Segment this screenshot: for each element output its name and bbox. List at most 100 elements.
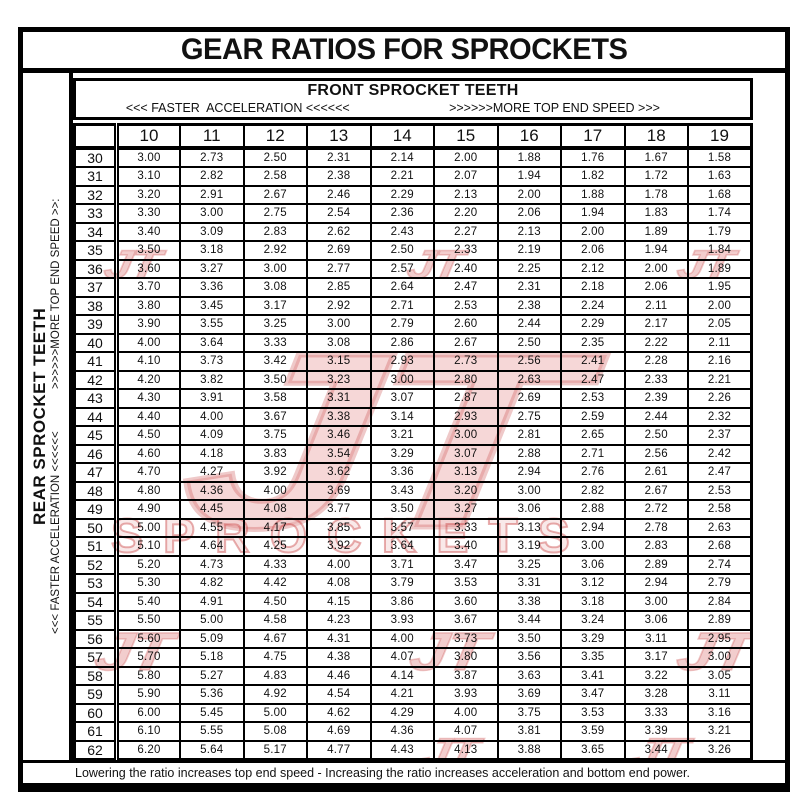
ratio-cell: 3.62 [306,462,372,483]
ratio-row: 34 3.40 3.09 2.83 2.62 2.43 2.27 2.13 2.00 1.89 1.… [73,221,753,242]
ratio-cell: 3.00 [369,369,435,390]
ratio-cell: 2.47 [433,277,499,298]
ratio-cell: 5.00 [242,702,308,723]
rear-teeth-row-header: 30 [73,147,119,168]
rear-teeth-row-header: 57 [73,647,119,668]
ratio-cell: 3.39 [623,721,689,742]
ratio-cell: 3.13 [433,462,499,483]
ratio-cell: 4.14 [369,665,435,686]
ratio-cell: 5.17 [242,739,308,760]
front-teeth-column-header: 16 [496,123,562,150]
ratio-cell: 4.36 [179,480,245,501]
ratio-cell: 2.22 [623,332,689,353]
ratio-cell: 4.90 [115,499,181,520]
front-more-top-speed-label: >>>>>>MORE TOP END SPEED >>> [449,101,660,115]
ratio-cell: 3.33 [623,702,689,723]
ratio-cell: 3.92 [306,536,372,557]
ratio-cell: 3.80 [433,647,499,668]
ratio-cell: 3.09 [179,221,245,242]
ratio-cell: 1.88 [560,184,626,205]
ratio-cell: 4.10 [115,351,181,372]
rear-faster-acceleration-label: <<< FASTER ACCELERATION <<<<<< [49,431,62,635]
ratio-cell: 3.64 [179,332,245,353]
ratio-cell: 5.18 [179,647,245,668]
ratio-cell: 2.06 [496,203,562,224]
ratio-cell: 2.26 [687,388,753,409]
ratio-cell: 3.50 [242,369,308,390]
corner-cell [73,123,119,150]
ratio-cell: 3.12 [560,573,626,594]
ratio-cell: 4.54 [306,684,372,705]
ratio-cell: 3.60 [115,258,181,279]
ratio-cell: 3.57 [369,517,435,538]
ratio-cell: 3.00 [306,314,372,335]
ratio-cell: 2.44 [496,314,562,335]
ratio-cell: 3.00 [560,536,626,557]
ratio-cell: 4.13 [433,739,499,760]
ratio-cell: 4.21 [369,684,435,705]
ratio-cell: 2.95 [687,628,753,649]
ratio-cell: 6.20 [115,739,181,760]
ratio-cell: 2.17 [623,314,689,335]
ratio-cell: 2.75 [496,406,562,427]
ratio-cell: 3.10 [115,166,181,187]
rear-teeth-row-header: 45 [73,425,119,446]
rear-teeth-row-header: 50 [73,517,119,538]
ratio-cell: 2.28 [623,351,689,372]
page-title: GEAR RATIOS FOR SPROCKETS [180,33,628,66]
rear-teeth-row-header: 62 [73,739,119,760]
ratio-cell: 4.40 [115,406,181,427]
rear-teeth-row-header: 39 [73,314,119,335]
ratio-cell: 3.56 [496,647,562,668]
ratio-cell: 2.47 [687,462,753,483]
ratio-cell: 2.86 [369,332,435,353]
column-header-row: 10 11 12 13 14 15 16 17 18 19 [73,123,753,150]
ratio-cell: 2.38 [306,166,372,187]
front-teeth-column-header: 14 [369,123,435,150]
ratio-cell: 2.62 [306,221,372,242]
ratio-cell: 3.58 [242,388,308,409]
ratio-cell: 2.33 [433,240,499,261]
ratio-cell: 4.08 [306,573,372,594]
ratio-cell: 6.10 [115,721,181,742]
ratio-cell: 4.50 [242,591,308,612]
front-faster-acceleration-label: <<< FASTER ACCELERATION <<<<<< [125,101,350,115]
ratio-cell: 3.00 [115,147,181,168]
ratio-cell: 3.50 [369,499,435,520]
ratio-row: 53 5.30 4.82 4.42 4.08 3.79 3.53 3.31 3.12 2.94 2.… [73,573,753,594]
ratio-row: 41 4.10 3.73 3.42 3.15 2.93 2.73 2.56 2.41 2.28 2.… [73,351,753,372]
ratio-cell: 3.24 [560,610,626,631]
ratio-row: 54 5.40 4.91 4.50 4.15 3.86 3.60 3.38 3.18 3.00 2.… [73,591,753,612]
ratio-cell: 2.46 [306,184,372,205]
ratio-cell: 4.42 [242,573,308,594]
ratio-row: 30 3.00 2.73 2.50 2.31 2.14 2.00 1.88 1.76 1.67 1.… [73,147,753,168]
front-teeth-column-header: 15 [433,123,499,150]
ratio-cell: 3.87 [433,665,499,686]
ratio-row: 47 4.70 4.27 3.92 3.62 3.36 3.13 2.94 2.76 2.61 2.… [73,462,753,483]
rear-teeth-row-header: 38 [73,295,119,316]
ratio-cell: 1.94 [496,166,562,187]
ratio-cell: 2.54 [306,203,372,224]
ratio-row: 52 5.20 4.73 4.33 4.00 3.71 3.47 3.25 3.06 2.89 2.… [73,554,753,575]
ratio-cell: 2.63 [496,369,562,390]
ratio-cell: 3.92 [242,462,308,483]
ratio-cell: 3.29 [560,628,626,649]
ratio-cell: 1.78 [623,184,689,205]
ratio-cell: 4.09 [179,425,245,446]
ratio-cell: 2.00 [687,295,753,316]
ratio-cell: 2.79 [687,573,753,594]
ratio-cell: 3.69 [496,684,562,705]
ratio-cell: 2.07 [433,166,499,187]
ratio-cell: 3.47 [433,554,499,575]
ratio-cell: 3.29 [369,443,435,464]
ratio-cell: 2.73 [433,351,499,372]
front-teeth-column-header: 18 [623,123,689,150]
ratio-cell: 5.64 [179,739,245,760]
ratio-cell: 2.83 [242,221,308,242]
rear-teeth-row-header: 52 [73,554,119,575]
ratio-cell: 2.33 [623,369,689,390]
ratio-cell: 3.55 [179,314,245,335]
ratio-cell: 2.40 [433,258,499,279]
rear-teeth-row-header: 42 [73,369,119,390]
ratio-cell: 3.33 [242,332,308,353]
